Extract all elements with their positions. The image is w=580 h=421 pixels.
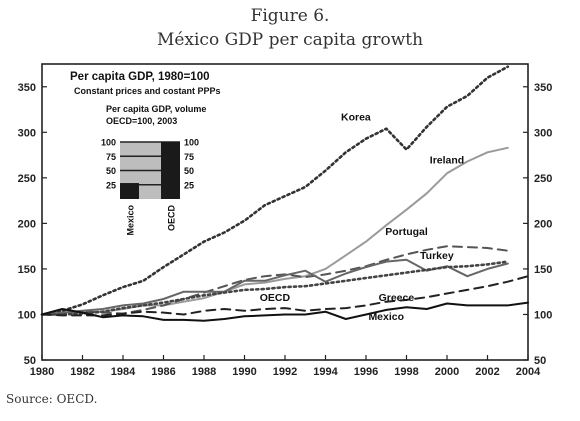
chart-subtitle: Constant prices and costant PPPs xyxy=(74,86,221,96)
figure-number: Figure 6. xyxy=(250,6,330,26)
x-tick-label: 1994 xyxy=(313,366,338,378)
y-tick-label-left: 100 xyxy=(18,309,36,321)
inset-bar-label-mexico: Mexico xyxy=(126,205,136,236)
series-label-oecd: OECD xyxy=(260,292,291,304)
inset-title: Per capita GDP, volume xyxy=(106,104,206,114)
x-tick-label: 1980 xyxy=(30,366,54,378)
inset-tick-left: 75 xyxy=(106,152,116,162)
inset-tick-right: 75 xyxy=(184,152,194,162)
y-tick-label-left: 300 xyxy=(18,127,36,139)
inset-tick-right: 25 xyxy=(184,180,194,190)
inset-tick-left: 50 xyxy=(106,166,116,176)
inset-bar-oecd xyxy=(161,142,180,199)
series-label-portugal: Portugal xyxy=(385,226,428,238)
inset-subtitle: OECD=100, 2003 xyxy=(106,116,177,126)
y-tick-label-left: 250 xyxy=(18,173,36,185)
x-tick-label: 2002 xyxy=(475,366,499,378)
y-tick-label-left: 150 xyxy=(18,264,36,276)
inset-bar-mexico xyxy=(120,183,139,199)
x-tick-label: 1992 xyxy=(273,366,297,378)
x-tick-label: 1984 xyxy=(111,366,136,378)
inset-tick-right: 100 xyxy=(184,138,199,148)
y-tick-label-right: 350 xyxy=(534,82,552,94)
series-line-korea xyxy=(40,65,510,316)
y-tick-label-right: 150 xyxy=(534,264,552,276)
x-tick-label: 1986 xyxy=(151,366,175,378)
series-line-oecd xyxy=(40,260,510,316)
y-tick-label-left: 50 xyxy=(24,355,36,367)
x-tick-label: 1990 xyxy=(232,366,256,378)
y-tick-label-right: 200 xyxy=(534,218,552,230)
y-tick-label-right: 250 xyxy=(534,173,552,185)
y-tick-label-right: 50 xyxy=(534,355,546,367)
x-tick-label: 2004 xyxy=(516,366,541,378)
y-tick-label-right: 300 xyxy=(534,127,552,139)
series-line-mexico xyxy=(41,301,529,322)
y-tick-label-right: 100 xyxy=(534,309,552,321)
y-tick-label-left: 200 xyxy=(18,218,36,230)
x-tick-label: 1982 xyxy=(70,366,94,378)
series-label-greece: Greece xyxy=(379,292,415,304)
y-tick-label-left: 350 xyxy=(18,82,36,94)
series-label-turkey: Turkey xyxy=(420,250,454,262)
x-tick-label: 1998 xyxy=(394,366,418,378)
inset-bar-label-oecd: OECD xyxy=(167,205,177,232)
series-label-mexico: Mexico xyxy=(368,311,404,323)
source-note: Source: OECD. xyxy=(6,392,98,406)
x-tick-label: 1996 xyxy=(354,366,378,378)
chart-title: Per capita GDP, 1980=100 xyxy=(70,71,209,83)
inset-tick-right: 50 xyxy=(184,166,194,176)
series-label-ireland: Ireland xyxy=(430,154,464,166)
figure-title: México GDP per capita growth xyxy=(156,30,424,50)
series-label-korea: Korea xyxy=(341,111,371,123)
series-line-greece xyxy=(41,275,529,317)
x-tick-label: 1988 xyxy=(192,366,216,378)
x-tick-label: 2000 xyxy=(435,366,459,378)
inset-tick-left: 25 xyxy=(106,180,116,190)
inset-tick-left: 100 xyxy=(101,138,116,148)
